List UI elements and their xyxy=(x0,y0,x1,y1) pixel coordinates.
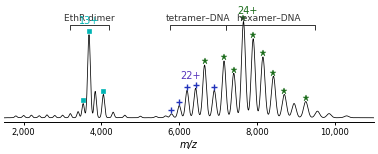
Text: 24+: 24+ xyxy=(237,6,257,16)
Text: tetramer–DNA: tetramer–DNA xyxy=(165,14,230,23)
Text: EthR dimer: EthR dimer xyxy=(64,14,114,23)
Text: hexamer–DNA: hexamer–DNA xyxy=(237,14,301,23)
X-axis label: m/z: m/z xyxy=(180,140,198,150)
Text: 22+: 22+ xyxy=(181,71,201,81)
Text: 13+: 13+ xyxy=(79,16,99,26)
